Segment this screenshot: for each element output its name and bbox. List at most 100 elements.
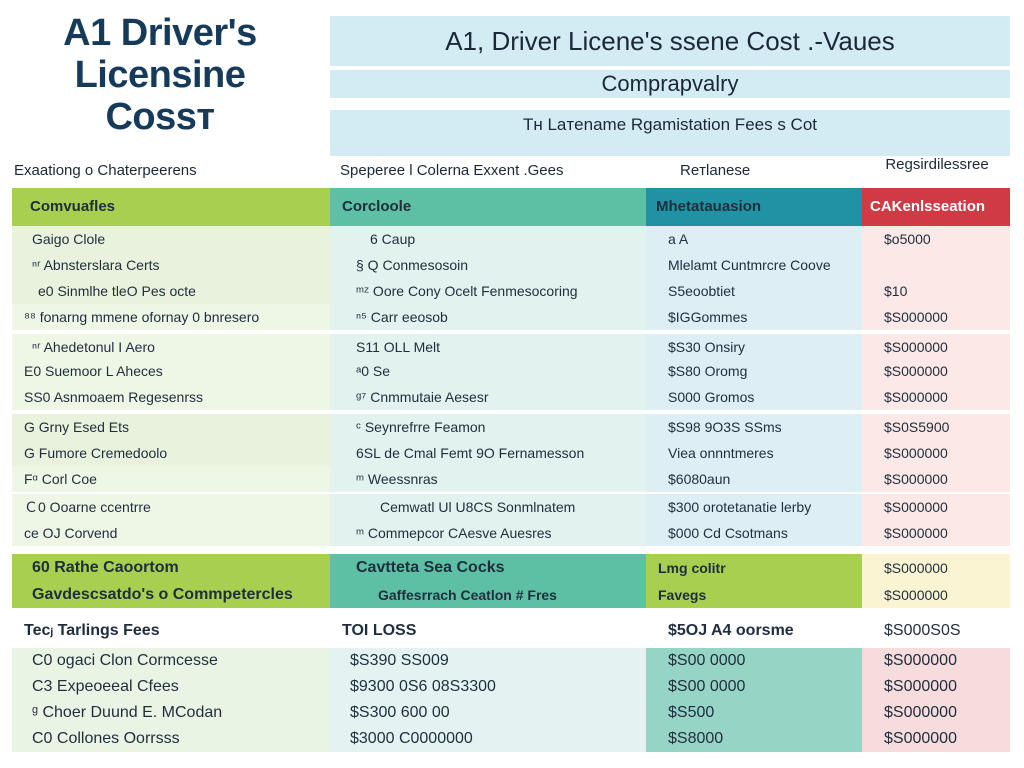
table-cell: $S000000 (862, 520, 1010, 546)
table-cell: ᶜ Seynrefrre Feamon (330, 414, 646, 440)
table-cell: SS0 Asnmoaem Regesenrss (12, 384, 330, 410)
header-section: Tн Laтename Rgamistation Fees s Cot (330, 110, 1010, 156)
table-cell: $o5000 (862, 226, 1010, 252)
table-cell: C0 ogaci Clon Cormcesse (12, 648, 330, 674)
column-caption: Exaationg o Chaterpeerens (14, 162, 197, 179)
table-cell: $S000000 (862, 384, 1010, 410)
table-cell: S11 OLL Melt (330, 334, 646, 360)
table-cell: S5eoobtiet (646, 278, 862, 304)
table-header-cell: CAKenlsseation (862, 188, 1010, 226)
table-row: G Grny Esed Ets ᶜ Seynrefrre Feamon $S98… (12, 414, 1010, 440)
table-cell: $S000000 (862, 440, 1010, 466)
column-caption: Reтlanese (680, 162, 751, 179)
table-header-cell: Mhetatauasion (646, 188, 862, 226)
table-cell: $S98 9O3S SSms (646, 414, 862, 440)
table-cell: ⁿʳ Ahedetonul I Aero (12, 334, 330, 360)
table-cell: Cemwatl Ul U8CS Sonmlnatem (330, 494, 696, 520)
table-cell: ᵐ Weessnras (330, 466, 646, 492)
table-cell: Gavdescsatdo's o Commpetercles (12, 582, 330, 608)
page-title-line1: A1 Driver's (63, 12, 257, 54)
table-row: G Fumore Cremedoolo 6SL de Cmal Femt 9O … (12, 440, 1010, 466)
header-sub: Comprарvalry (330, 70, 1010, 98)
table-cell: $S0S5900 (862, 414, 1010, 440)
table-cell: $S000000 (862, 358, 1010, 384)
table-cell: Viea onnntmeres (646, 440, 862, 466)
table-row: Ｃ0 Ooarne ccentrre Cemwatl Ul U8CS Sonml… (12, 494, 1010, 520)
table-header-row: Comvuafles Corcloole Mhetatauasion CAKen… (12, 188, 1010, 226)
table-cell: ᵍ Choer Duund E. MCodan (12, 700, 330, 726)
table-cell: Mlelamt Cuntmrcre Coove (646, 252, 862, 278)
table-cell: Fᵅ Corl Coe (12, 466, 330, 492)
table-cell: $3000 C0000000 (330, 726, 646, 752)
table-cell: ce OJ Corvend (12, 520, 330, 546)
table-cell: 60 Rathe Caoortom (12, 554, 330, 582)
table-row: C3 Expeoeeal Cfees $9300 0S6 08S3300 $S0… (12, 674, 1010, 700)
table-cell: $S000000 (862, 648, 1010, 674)
table-row: ᵍ Choer Duund E. MCodan $S300 600 00 $S5… (12, 700, 1010, 726)
highlight-row: Gavdescsatdo's o Commpetercles Gaffesrra… (12, 582, 1010, 608)
table-cell: 6 Caup (330, 226, 646, 252)
table-cell: § Q Conmesosoin (330, 252, 646, 278)
table-cell: $9300 0S6 08S3300 (330, 674, 646, 700)
total-label: Tecⱼ Tarlings Fees (12, 616, 330, 646)
table-cell: ⁿ⁵ Carr eeosob (330, 304, 646, 330)
table-cell: $S000000 (862, 466, 1010, 492)
table-cell: $S000000 (862, 700, 1010, 726)
table-cell: ᵐ Commepcor CAesve Auesres (330, 520, 646, 546)
table-cell: e0 Sinmlhe tleO Pes octe (12, 278, 330, 304)
table-row: e0 Sinmlhe tleO Pes octe ᵐᶻ Oore Cony Oc… (12, 278, 1010, 304)
table-cell: S000 Gromos (646, 384, 862, 410)
total-value: TOI LOSS (330, 616, 646, 646)
table-cell: C3 Expeoeeal Cfees (12, 674, 330, 700)
table-cell: $S80 Oromg (646, 358, 862, 384)
table-cell: Lmg colitr (646, 554, 862, 582)
table-cell: $S00 0000 (646, 674, 862, 700)
table-cell: $S300 600 00 (330, 700, 646, 726)
table-cell: $S000000 (862, 726, 1010, 752)
table-cell (862, 252, 1010, 278)
table-row: ⁿʳ Ahedetonul I Aero S11 OLL Melt $S30 O… (12, 334, 1010, 360)
table-header-cell: Comvuafles (12, 188, 330, 226)
table-cell: $S390 SS009 (330, 648, 646, 674)
highlight-row: 60 Rathe Caoortom Cavtteta Sea Cocks Lmg… (12, 554, 1010, 582)
table-row: ⁿʳ Abnsterslara Certs § Q Conmesosoin Ml… (12, 252, 1010, 278)
table-cell: G Grny Esed Ets (12, 414, 330, 440)
table-cell: $S000000 (862, 304, 1010, 330)
table-cell: Cavtteta Sea Cocks (330, 554, 646, 582)
table-cell: C0 Collones Oorrsss (12, 726, 330, 752)
table-cell: E0 Suemoor L Aheces (12, 358, 330, 384)
column-caption: Speperee l Colerna Exxent .Gees (340, 162, 564, 179)
total-row: Tecⱼ Tarlings Fees TOI LOSS $5OJ A4 oors… (12, 616, 1010, 646)
table-row: C0 Collones Oorrsss $3000 C0000000 $S800… (12, 726, 1010, 752)
table-row: SS0 Asnmoaem Regesenrss ᵍ⁷ Cnmmutaie Aes… (12, 384, 1010, 410)
header-main: A1, Driver Licene's ssene Cost .-Vaues (330, 16, 1010, 66)
table-cell: $S000000 (862, 494, 1010, 520)
total-value: $5OJ A4 oorsme (646, 616, 862, 646)
table-row: Fᵅ Corl Coe ᵐ Weessnras $6080aun $S00000… (12, 466, 1010, 492)
table-header-cell: Corcloole (330, 188, 646, 226)
table-cell: $10 (862, 278, 1010, 304)
table-cell: $S8000 (646, 726, 862, 752)
table-row: Gaigo Clole 6 Caup a A $o5000 (12, 226, 1010, 252)
table-cell: ⁿʳ Abnsterslara Certs (12, 252, 330, 278)
table-cell: a A (646, 226, 862, 252)
column-caption: Regsirdilessree (885, 156, 989, 173)
table-cell: Favegs (646, 582, 862, 608)
table-cell: $S000000 (862, 554, 1010, 582)
table-cell: 6SL de Cmal Femt 9O Fernamesson (330, 440, 646, 466)
table-cell: Ｃ0 Ooarne ccentrre (12, 494, 330, 520)
table-row: ce OJ Corvend ᵐ Commepcor CAesve Auesres… (12, 520, 1010, 546)
table-cell: $S30 Onsiry (646, 334, 862, 360)
table-row: C0 ogaci Clon Cormcesse $S390 SS009 $S00… (12, 648, 1010, 674)
page-title-line2: Licensine (74, 54, 246, 96)
table-cell: ⁸⁸ fonarng mmene ofornay 0 bnresero (12, 304, 330, 330)
table-cell: Gaigo Clole (12, 226, 330, 252)
page-title-line3: Cossт (105, 96, 215, 138)
table-row: ⁸⁸ fonarng mmene ofornay 0 bnresero ⁿ⁵ C… (12, 304, 1010, 330)
table-cell: Gaffesrrach Ceatlon # Fres (330, 582, 646, 608)
table-cell: $S000000 (862, 674, 1010, 700)
table-cell: $IGGommes (646, 304, 862, 330)
table-cell: $S00 0000 (646, 648, 862, 674)
table-cell: $S000000 (862, 582, 1010, 608)
table-cell: ᵃ0 Se (330, 358, 646, 384)
